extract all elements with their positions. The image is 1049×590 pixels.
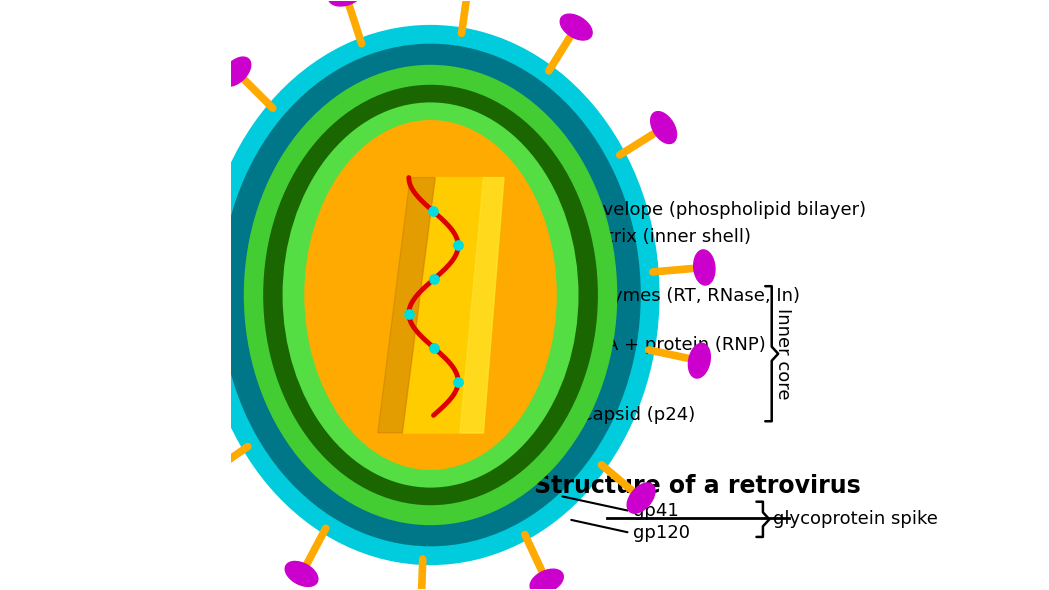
Point [401,309,418,318]
Text: gp41: gp41 [634,502,679,520]
Ellipse shape [220,44,641,546]
Ellipse shape [650,112,677,143]
Text: RNA + protein (RNP): RNA + protein (RNP) [580,336,766,354]
Ellipse shape [148,322,169,356]
Ellipse shape [693,250,715,285]
Text: Capsid (p24): Capsid (p24) [580,407,695,424]
Ellipse shape [221,57,251,86]
Text: glycoprotein spike: glycoprotein spike [773,510,938,528]
Ellipse shape [157,181,180,214]
Point [450,377,467,386]
Ellipse shape [560,14,592,40]
Ellipse shape [530,569,563,590]
Ellipse shape [201,25,660,565]
Text: Inner core: Inner core [774,308,792,399]
Ellipse shape [304,120,557,470]
Text: Envelope (phospholipid bilayer): Envelope (phospholipid bilayer) [580,201,866,219]
Ellipse shape [688,343,710,378]
Point [425,206,442,216]
Point [425,275,442,284]
Point [450,241,467,250]
Polygon shape [459,178,504,433]
Ellipse shape [328,0,363,6]
Ellipse shape [282,103,579,487]
Text: Structure of a retrovirus: Structure of a retrovirus [534,474,861,498]
Ellipse shape [192,461,219,492]
Ellipse shape [627,483,655,513]
Ellipse shape [243,65,617,525]
Ellipse shape [263,85,598,505]
Point [426,343,443,352]
Ellipse shape [285,562,318,586]
Text: gp120: gp120 [634,524,690,542]
Polygon shape [378,178,435,433]
Text: Enzymes (RT, RNase, In): Enzymes (RT, RNase, In) [580,287,800,305]
Polygon shape [378,178,504,433]
Text: Matrix (inner shell): Matrix (inner shell) [580,228,751,247]
